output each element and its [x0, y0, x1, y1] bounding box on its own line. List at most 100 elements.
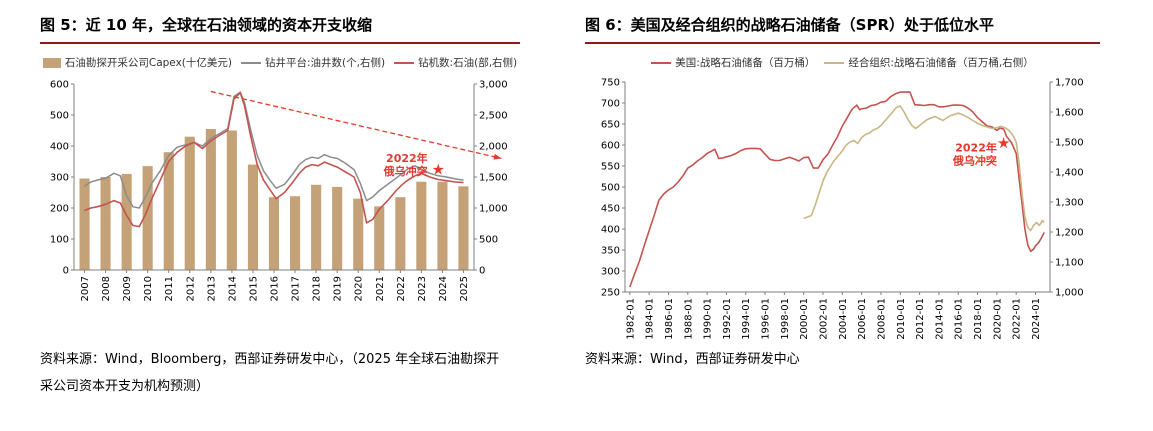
svg-text:2011: 2011: [164, 276, 175, 301]
svg-text:300: 300: [50, 173, 69, 184]
svg-text:2009: 2009: [122, 276, 133, 301]
svg-text:400: 400: [50, 142, 69, 153]
figure-5-title-rule: [40, 42, 520, 44]
svg-text:3,000: 3,000: [479, 80, 508, 91]
svg-text:1994-01: 1994-01: [741, 298, 752, 340]
svg-text:2014: 2014: [227, 276, 238, 301]
svg-text:2002-01: 2002-01: [819, 298, 830, 340]
svg-text:1998-01: 1998-01: [780, 298, 791, 340]
svg-text:1990-01: 1990-01: [703, 298, 714, 340]
svg-text:2025: 2025: [459, 276, 470, 301]
figure-5-source-line-1: 资料来源：Wind，Bloomberg，西部证券研发中心，（2025 年全球石油…: [40, 352, 500, 367]
svg-text:2012-01: 2012-01: [915, 298, 926, 340]
svg-text:2004-01: 2004-01: [838, 298, 849, 340]
oecd-spr-line-swatch: [824, 61, 845, 64]
svg-text:2007: 2007: [80, 276, 91, 301]
figure-6-source-line: 资料来源：Wind，西部证券研发中心: [585, 352, 800, 367]
figure-5-chart: 0 100 200 300 400 500 600 0 500 1,000 1,500 2,000 2,…: [50, 80, 508, 302]
svg-text:2024: 2024: [438, 276, 449, 301]
svg-text:1988-01: 1988-01: [683, 298, 694, 340]
svg-text:2020-01: 2020-01: [992, 298, 1003, 340]
svg-text:250: 250: [601, 288, 620, 299]
svg-text:750: 750: [601, 78, 620, 89]
figure-5-panel: 图 5：近 10 年，全球在石油领域的资本开支收缩 石油勘探开采公司Capex(…: [40, 14, 520, 322]
svg-text:2018-01: 2018-01: [973, 298, 984, 340]
svg-text:1986-01: 1986-01: [664, 298, 675, 340]
svg-text:2,500: 2,500: [479, 111, 508, 122]
svg-text:2006-01: 2006-01: [857, 298, 868, 340]
svg-text:2010: 2010: [143, 276, 154, 301]
legend-label-oecd-spr: 经合组织:战略石油储备（百万桶,右侧）: [848, 57, 1034, 69]
legend-item-oecd-spr: 经合组织:战略石油储备（百万桶,右侧）: [824, 55, 1034, 70]
svg-text:100: 100: [50, 235, 69, 246]
svg-text:450: 450: [601, 204, 620, 215]
svg-text:★: ★: [997, 134, 1010, 152]
figure-6-panel: 图 6：美国及经合组织的战略石油储备（SPR）处于低位水平 美国:战略石油储备（…: [585, 14, 1100, 364]
svg-text:0: 0: [479, 266, 485, 277]
svg-text:1,400: 1,400: [1055, 168, 1084, 179]
svg-text:2008-01: 2008-01: [876, 298, 887, 340]
svg-text:俄乌冲突: 俄乌冲突: [952, 153, 997, 167]
legend-item-capex: 石油勘探开采公司Capex(十亿美元): [42, 55, 232, 70]
svg-text:1,100: 1,100: [1055, 258, 1084, 269]
figure-6-legend: 美国:战略石油储备（百万桶） 经合组织:战略石油储备（百万桶,右侧）: [585, 55, 1100, 70]
svg-text:0: 0: [63, 266, 69, 277]
svg-text:2010-01: 2010-01: [896, 298, 907, 340]
svg-text:1,500: 1,500: [479, 173, 508, 184]
svg-text:2008: 2008: [101, 276, 112, 301]
svg-text:2000-01: 2000-01: [799, 298, 810, 340]
svg-text:2017: 2017: [291, 276, 302, 301]
figure-6-title: 图 6：美国及经合组织的战略石油储备（SPR）处于低位水平: [585, 16, 995, 34]
svg-text:200: 200: [50, 204, 69, 215]
svg-text:500: 500: [479, 235, 498, 246]
svg-text:1,700: 1,700: [1055, 78, 1084, 89]
svg-text:2012: 2012: [185, 276, 196, 301]
svg-text:600: 600: [50, 80, 69, 91]
figure-5-source: 资料来源：Wind，Bloomberg，西部证券研发中心，（2025 年全球石油…: [40, 346, 499, 400]
svg-text:350: 350: [601, 246, 620, 257]
svg-text:俄乌冲突: 俄乌冲突: [383, 164, 428, 178]
svg-text:2022-01: 2022-01: [1012, 298, 1023, 340]
figure-5-source-line-2: 采公司资本开支为机构预测）: [40, 379, 210, 394]
legend-label-wells: 钻井平台:油井数(个,右侧): [264, 57, 386, 69]
svg-text:1982-01: 1982-01: [625, 298, 636, 340]
svg-text:2019: 2019: [333, 276, 344, 301]
figure-6-source: 资料来源：Wind，西部证券研发中心: [585, 346, 800, 373]
svg-text:1,500: 1,500: [1055, 138, 1084, 149]
svg-text:300: 300: [601, 267, 620, 278]
legend-item-rigs: 钻机数:石油(部,右侧): [394, 55, 517, 70]
svg-text:1,000: 1,000: [1055, 288, 1084, 299]
us-spr-line-swatch: [651, 61, 672, 64]
wells-line-swatch: [240, 61, 261, 64]
figure-6-chart: 250 300 350 400 450 500 550 600 650 700 750 1,000 1,…: [601, 78, 1084, 340]
legend-label-us-spr: 美国:战略石油储备（百万桶）: [675, 57, 816, 69]
svg-text:2016: 2016: [270, 276, 281, 301]
svg-text:600: 600: [601, 141, 620, 152]
legend-label-rigs: 钻机数:石油(部,右侧): [418, 57, 518, 69]
svg-text:2020: 2020: [354, 276, 365, 301]
capex-bar-swatch: [42, 57, 61, 68]
svg-text:2015: 2015: [248, 276, 259, 301]
svg-text:1984-01: 1984-01: [645, 298, 656, 340]
svg-text:500: 500: [50, 111, 69, 122]
svg-text:2022年: 2022年: [955, 140, 997, 154]
svg-text:500: 500: [601, 183, 620, 194]
svg-text:1,600: 1,600: [1055, 108, 1084, 119]
svg-text:2018: 2018: [312, 276, 323, 301]
svg-text:650: 650: [601, 120, 620, 131]
svg-text:2022: 2022: [396, 276, 407, 301]
svg-text:2014-01: 2014-01: [934, 298, 945, 340]
svg-text:2021: 2021: [375, 276, 386, 301]
svg-text:700: 700: [601, 99, 620, 110]
svg-text:1992-01: 1992-01: [722, 298, 733, 340]
svg-text:1,200: 1,200: [1055, 228, 1084, 239]
svg-text:1,300: 1,300: [1055, 198, 1084, 209]
figure-5-title: 图 5：近 10 年，全球在石油领域的资本开支收缩: [40, 16, 372, 34]
figure-5-legend: 石油勘探开采公司Capex(十亿美元) 钻井平台:油井数(个,右侧) 钻机数:石…: [40, 55, 520, 70]
svg-text:★: ★: [431, 161, 444, 179]
legend-label-capex: 石油勘探开采公司Capex(十亿美元): [64, 57, 232, 69]
svg-text:400: 400: [601, 225, 620, 236]
legend-item-us-spr: 美国:战略石油储备（百万桶）: [651, 55, 815, 70]
svg-text:2,000: 2,000: [479, 142, 508, 153]
svg-text:1,000: 1,000: [479, 204, 508, 215]
